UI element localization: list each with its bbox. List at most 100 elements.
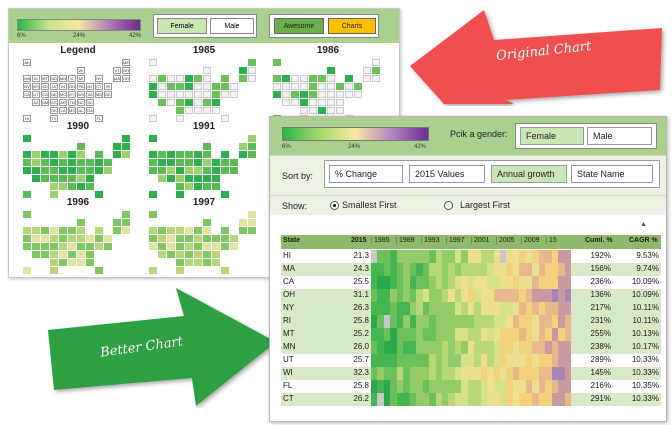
table-row[interactable]: HI 21.3 192% 9.53% (281, 250, 661, 263)
largest-first-radio[interactable] (444, 201, 453, 210)
gender-female-button[interactable]: Female (520, 127, 584, 145)
legend-state-tile: AL (77, 107, 85, 114)
legend-state-tile: MD (95, 91, 103, 98)
table-row[interactable]: RI 25.8 231% 10.11% (281, 315, 661, 328)
table-header: State 2015 1985 1989 1993 1997 2001 2005 2009 1… (281, 235, 661, 249)
panel-title-legend: Legend (60, 45, 96, 56)
row-cagr: 9.53% (636, 251, 659, 260)
row-state: CT (283, 394, 294, 403)
awesome-button[interactable]: Awesome (274, 18, 324, 34)
panel-title-1996: 1996 (66, 197, 90, 208)
row-cuml-pct: 289% (590, 355, 611, 364)
legend-state-tile: OH (68, 83, 76, 90)
sort-annual-growth-button[interactable]: Annual growth (491, 165, 567, 183)
row-cagr: 10.09% (631, 277, 659, 286)
row-cuml-pct: 192% (590, 251, 611, 260)
row-state: CA (283, 277, 295, 286)
row-2015-value: 21.3 (353, 251, 369, 260)
sort-2015-values-button[interactable]: 2015 Values (409, 165, 485, 183)
row-state: MN (283, 342, 296, 351)
row-2015-value: 26.2 (353, 394, 369, 403)
original-legend-max: 42% (129, 33, 142, 39)
table-row[interactable]: MT 25.2 255% 10.13% (281, 328, 661, 341)
better-legend-min: 6% (282, 144, 291, 150)
legend-state-tile: ID (32, 75, 40, 82)
legend-state-tile: AZ (32, 99, 40, 106)
charts-button[interactable]: Charts (328, 18, 376, 34)
header-2015: 2015 (351, 237, 367, 244)
table-row[interactable]: MN 26.0 238% 10.17% (281, 341, 661, 354)
better-color-legend (282, 127, 429, 141)
table-row[interactable]: WI 32.3 145% 10.33% (281, 367, 661, 380)
original-legend-min: 6% (17, 33, 26, 39)
table-row[interactable]: CA 25.5 236% 10.09% (281, 276, 661, 289)
legend-state-tile: OR (122, 75, 130, 82)
gender-male-button[interactable]: Male (587, 127, 652, 145)
largest-first-label[interactable]: Largest First (460, 200, 511, 210)
row-cagr: 10.35% (631, 381, 659, 390)
row-cuml-pct: 217% (590, 303, 611, 312)
legend-state-tile: KY (68, 91, 76, 98)
table-row[interactable]: CT 26.2 291% 10.33% (281, 393, 661, 406)
panel-title-1997: 1997 (192, 197, 216, 208)
table-row[interactable]: OH 31.1 136% 10.09% (281, 289, 661, 302)
legend-state-tile: MO (59, 91, 67, 98)
header-cuml: Cuml. % (585, 237, 613, 244)
panel-title-1991: 1991 (192, 121, 216, 132)
row-cagr: 10.17% (631, 342, 659, 351)
original-color-legend (17, 19, 141, 31)
show-row: Show: Smallest First Largest First (270, 195, 666, 215)
row-2015-value: 31.1 (353, 290, 369, 299)
smallest-first-label[interactable]: Smallest First (342, 200, 397, 210)
row-cuml-pct: 291% (590, 394, 611, 403)
row-cagr: 10.09% (631, 290, 659, 299)
legend-state-tile: UT (32, 91, 40, 98)
sort-pct-change-button[interactable]: % Change (329, 165, 403, 183)
year-header: 2009 (521, 237, 540, 244)
legend-state-tile: WY (32, 83, 40, 90)
year-header: 2001 (471, 237, 490, 244)
sort-selector: % Change 2015 Values Annual growth State… (324, 160, 660, 188)
table-row[interactable]: FL 25.8 216% 10.35% (281, 380, 661, 393)
year-header: 15 (546, 237, 557, 244)
row-cagr: 10.13% (631, 329, 659, 338)
row-cuml-pct: 216% (590, 381, 611, 390)
legend-state-tile: DE (104, 91, 112, 98)
row-state: HI (283, 251, 291, 260)
legend-state-tile: NY (95, 75, 103, 82)
year-header: 1993 (421, 237, 440, 244)
original-female-button[interactable]: Female (157, 18, 207, 34)
legend-state-tile: NV (23, 83, 31, 90)
legend-state-tile: MT (41, 75, 49, 82)
year-header: 1989 (396, 237, 415, 244)
legend-state-tile: CT (95, 83, 103, 90)
row-2015-value: 25.8 (353, 381, 369, 390)
legend-state-tile: IL (68, 75, 76, 82)
legend-state-tile: VT (113, 67, 121, 74)
smallest-first-radio[interactable] (330, 201, 339, 210)
legend-state-tile: PA (77, 83, 85, 90)
legend-state-tile: NJ (86, 83, 94, 90)
table-row[interactable]: NY 26.3 217% 10.11% (281, 302, 661, 315)
sort-indicator-icon: ▲ (640, 221, 647, 228)
legend-state-tile: NE (50, 91, 58, 98)
row-2015-value: 32.3 (353, 368, 369, 377)
legend-state-tile: WA (23, 75, 31, 82)
row-cagr: 10.33% (631, 368, 659, 377)
row-cagr: 10.11% (632, 316, 659, 325)
year-header: 1985 (371, 237, 390, 244)
gender-prompt: Pcik a gender: (450, 129, 508, 139)
header-state: State (283, 237, 301, 244)
legend-state-tile: SC (86, 99, 94, 106)
row-cagr: 10.11% (632, 303, 659, 312)
row-2015-value: 26.3 (353, 303, 369, 312)
legend-state-tile: TN (68, 99, 76, 106)
table-row[interactable]: UT 25.7 289% 10.33% (281, 354, 661, 367)
table-row[interactable]: MA 24.3 156% 9.74% (281, 263, 661, 276)
sort-state-name-button[interactable]: State Name (571, 165, 653, 183)
legend-state-tile: NM (41, 99, 49, 106)
original-male-button[interactable]: Male (210, 18, 254, 34)
legend-state-tile: MS (68, 107, 76, 114)
better-chart-window: 6% 24% 42% Pcik a gender: Female Male So… (269, 116, 667, 422)
legend-state-tile: TX (50, 115, 58, 122)
